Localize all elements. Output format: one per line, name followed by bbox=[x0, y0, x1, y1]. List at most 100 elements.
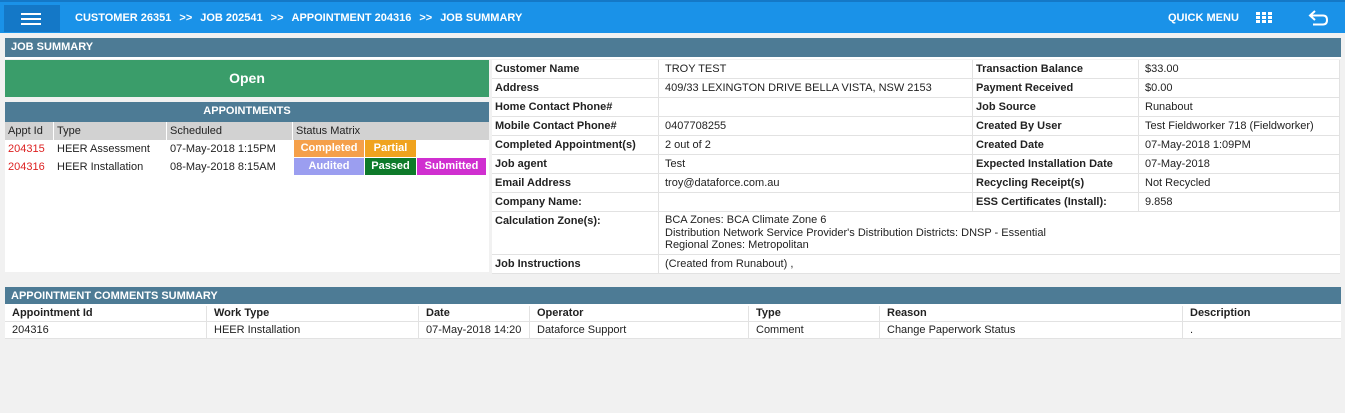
calculation-zone-line: Distribution Network Service Provider's … bbox=[665, 226, 1046, 239]
breadcrumb-separator: >> bbox=[179, 12, 193, 24]
detail-label: Transaction Balance bbox=[973, 60, 1139, 78]
detail-row: Company Name: ESS Certificates (Install):… bbox=[492, 193, 1340, 212]
comments-table: Appointment Id Work Type Date Operator Type R… bbox=[5, 306, 1341, 339]
job-status-badge: Open bbox=[5, 60, 489, 97]
detail-label: Customer Name bbox=[492, 60, 659, 78]
breadcrumb-job[interactable]: JOB 202541 bbox=[200, 12, 263, 24]
detail-value: $0.00 bbox=[1139, 79, 1340, 97]
status-badge: Submitted bbox=[417, 158, 486, 175]
detail-row: Address 409/33 LEXINGTON DRIVE BELLA VIST… bbox=[492, 79, 1340, 98]
detail-value: troy@dataforce.com.au bbox=[659, 174, 973, 192]
calculation-zones-row: Calculation Zone(s): BCA Zones: BCA Clima… bbox=[492, 212, 1340, 255]
detail-row: Job agent Test Expected Installation Date 0… bbox=[492, 155, 1340, 174]
comments-header-row: Appointment Id Work Type Date Operator Type R… bbox=[5, 306, 1341, 322]
status-matrix: Completed Partial bbox=[293, 140, 489, 158]
detail-value: 409/33 LEXINGTON DRIVE BELLA VISTA, NSW … bbox=[659, 79, 973, 97]
column-header: Appt Id bbox=[5, 122, 54, 140]
comment-type: Comment bbox=[749, 322, 880, 338]
top-bar: CUSTOMER 26351 >> JOB 202541 >> APPOINTMENT … bbox=[0, 0, 1345, 33]
grid-icon[interactable] bbox=[1256, 12, 1272, 24]
comment-work-type: HEER Installation bbox=[207, 322, 419, 338]
detail-label: Company Name: bbox=[492, 193, 659, 211]
detail-row: Customer Name TROY TEST Transaction Balanc… bbox=[492, 60, 1340, 79]
breadcrumb-customer[interactable]: CUSTOMER 26351 bbox=[75, 12, 172, 24]
comment-date: 07-May-2018 14:20 bbox=[419, 322, 530, 338]
detail-value: 2 out of 2 bbox=[659, 136, 973, 154]
column-header: Work Type bbox=[207, 306, 419, 321]
column-header: Type bbox=[749, 306, 880, 321]
back-icon[interactable] bbox=[1307, 8, 1331, 28]
detail-row: Mobile Contact Phone# 0407708255 Created B… bbox=[492, 117, 1340, 136]
appointment-scheduled: 08-May-2018 8:15AM bbox=[170, 161, 276, 173]
appointment-id-link[interactable]: 204316 bbox=[8, 161, 45, 173]
appointment-id-link[interactable]: 204315 bbox=[8, 143, 45, 155]
detail-label: Home Contact Phone# bbox=[492, 98, 659, 116]
detail-label: Expected Installation Date bbox=[973, 155, 1139, 173]
detail-value bbox=[659, 193, 973, 211]
column-header: Reason bbox=[880, 306, 1183, 321]
detail-label: Email Address bbox=[492, 174, 659, 192]
appointments-header-row: Appt Id Type Scheduled Status Matrix bbox=[5, 122, 489, 140]
status-badge: Audited bbox=[294, 158, 364, 175]
comment-appointment-id: 204316 bbox=[5, 322, 207, 338]
appointments-title: APPOINTMENTS bbox=[5, 102, 489, 122]
detail-row: Home Contact Phone# Job Source Runabout bbox=[492, 98, 1340, 117]
detail-value: Runabout bbox=[1139, 98, 1340, 116]
column-header: Operator bbox=[530, 306, 749, 321]
breadcrumb: CUSTOMER 26351 >> JOB 202541 >> APPOINTMENT … bbox=[75, 12, 522, 24]
detail-label: Calculation Zone(s): bbox=[492, 212, 659, 254]
appointments-panel: APPOINTMENTS Appt Id Type Scheduled Stat… bbox=[5, 102, 489, 272]
column-header: Appointment Id bbox=[5, 306, 207, 321]
job-summary-header: JOB SUMMARY bbox=[5, 38, 1341, 59]
status-matrix: Audited Passed Submitted bbox=[293, 158, 489, 176]
quick-menu-button[interactable]: QUICK MENU bbox=[1168, 12, 1239, 24]
breadcrumb-appointment[interactable]: APPOINTMENT 204316 bbox=[291, 12, 412, 24]
comments-summary-header: APPOINTMENT COMMENTS SUMMARY bbox=[5, 287, 1341, 306]
status-badge: Completed bbox=[294, 140, 364, 157]
breadcrumb-separator: >> bbox=[270, 12, 284, 24]
status-badge: Passed bbox=[365, 158, 416, 175]
menu-icon[interactable] bbox=[4, 5, 60, 32]
detail-label: Mobile Contact Phone# bbox=[492, 117, 659, 135]
calculation-zone-line: BCA Zones: BCA Climate Zone 6 bbox=[665, 214, 827, 226]
detail-label: Job Instructions bbox=[492, 255, 659, 273]
detail-value bbox=[659, 98, 973, 116]
appointment-row: 204316 HEER Installation 08-May-2018 8:1… bbox=[5, 158, 489, 176]
column-header: Type bbox=[54, 122, 167, 140]
appointment-row: 204315 HEER Assessment 07-May-2018 1:15P… bbox=[5, 140, 489, 158]
detail-label: Completed Appointment(s) bbox=[492, 136, 659, 154]
comment-description: . bbox=[1190, 324, 1194, 336]
detail-label: ESS Certificates (Install): bbox=[973, 193, 1139, 211]
detail-label: Job Source bbox=[973, 98, 1139, 116]
column-header: Description bbox=[1190, 307, 1251, 319]
job-instructions-row: Job Instructions (Created from Runabout) … bbox=[492, 255, 1340, 274]
detail-value: $33.00 bbox=[1139, 60, 1340, 78]
job-instructions-value: (Created from Runabout) , bbox=[665, 258, 794, 270]
breadcrumb-job-summary: JOB SUMMARY bbox=[440, 12, 523, 24]
comment-reason: Change Paperwork Status bbox=[880, 322, 1183, 338]
appointment-scheduled: 07-May-2018 1:15PM bbox=[170, 143, 276, 155]
calculation-zones-value: BCA Zones: BCA Climate Zone 6 Distributio… bbox=[659, 212, 1340, 254]
detail-value: Test bbox=[659, 155, 973, 173]
detail-value: Not Recycled bbox=[1139, 174, 1340, 192]
column-header: Scheduled bbox=[167, 122, 293, 140]
detail-value: 0407708255 bbox=[659, 117, 973, 135]
status-badge: Partial bbox=[365, 140, 416, 157]
calculation-zone-line: Regional Zones: Metropolitan bbox=[665, 239, 809, 251]
detail-label: Address bbox=[492, 79, 659, 97]
detail-value: 9.858 bbox=[1139, 193, 1340, 211]
appointment-type: HEER Assessment bbox=[57, 143, 150, 155]
detail-value: Test Fieldworker 718 (Fieldworker) bbox=[1139, 117, 1340, 135]
detail-label: Created Date bbox=[973, 136, 1139, 154]
detail-value: TROY TEST bbox=[659, 60, 973, 78]
comment-operator: Dataforce Support bbox=[530, 322, 749, 338]
breadcrumb-separator: >> bbox=[419, 12, 433, 24]
column-header: Status Matrix bbox=[296, 125, 361, 137]
detail-label: Created By User bbox=[973, 117, 1139, 135]
detail-row: Email Address troy@dataforce.com.au Recycl… bbox=[492, 174, 1340, 193]
detail-row: Completed Appointment(s) 2 out of 2 Create… bbox=[492, 136, 1340, 155]
detail-label: Recycling Receipt(s) bbox=[973, 174, 1139, 192]
job-details-table: Customer Name TROY TEST Transaction Balanc… bbox=[492, 60, 1340, 274]
detail-label: Payment Received bbox=[973, 79, 1139, 97]
detail-value: 07-May-2018 1:09PM bbox=[1139, 136, 1340, 154]
